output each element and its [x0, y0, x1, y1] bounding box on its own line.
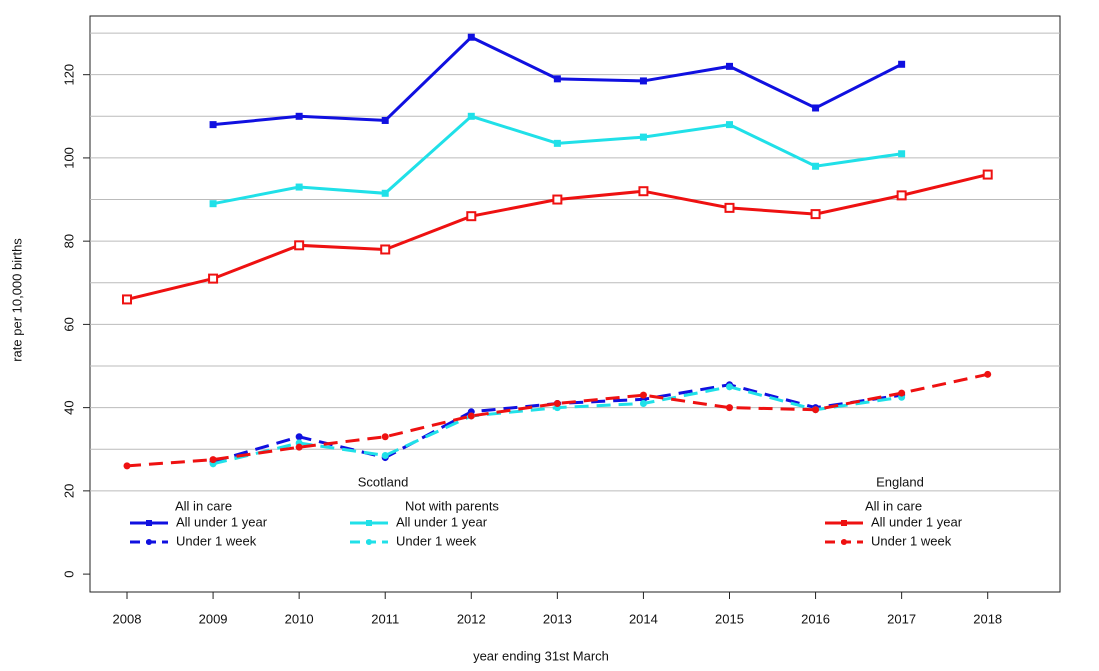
data-point — [812, 162, 820, 170]
y-tick-label: 80 — [61, 234, 76, 248]
data-point — [639, 399, 647, 407]
data-point — [810, 209, 821, 220]
data-point — [725, 404, 733, 412]
series-line — [126, 372, 989, 468]
x-tick-label: 2009 — [199, 611, 228, 626]
legend-marker — [146, 539, 152, 545]
legend-heading: Scotland — [358, 474, 409, 489]
legend-marker — [146, 520, 152, 526]
data-point — [639, 133, 647, 141]
data-point — [467, 412, 475, 420]
data-point — [725, 62, 733, 70]
legend-subheading: All in care — [865, 498, 922, 513]
data-point — [467, 33, 475, 41]
data-point — [982, 169, 993, 180]
legend-label: All under 1 year — [871, 514, 963, 529]
legend-subheading: Not with parents — [405, 498, 499, 513]
data-point — [381, 451, 389, 459]
y-tick-label: 40 — [61, 400, 76, 414]
data-point — [380, 244, 391, 255]
legend-label: All under 1 year — [396, 514, 488, 529]
legend-marker — [366, 539, 372, 545]
legend-label: Under 1 week — [396, 533, 477, 548]
legend-heading: England — [876, 474, 924, 489]
legend-marker — [841, 520, 847, 526]
y-axis-label: rate per 10,000 births — [9, 238, 24, 362]
x-tick-label: 2014 — [629, 611, 658, 626]
series-line — [126, 173, 989, 301]
data-point — [639, 77, 647, 85]
data-point — [467, 112, 475, 120]
data-point — [553, 399, 561, 407]
data-point — [466, 211, 477, 222]
data-point — [209, 121, 217, 129]
data-point — [381, 433, 389, 441]
data-point — [639, 391, 647, 399]
legend-label: Under 1 week — [176, 533, 257, 548]
data-point — [898, 60, 906, 68]
data-point — [295, 433, 303, 441]
data-point — [638, 186, 649, 197]
data-point — [898, 150, 906, 158]
x-tick-label: 2015 — [715, 611, 744, 626]
legend-marker — [366, 520, 372, 526]
x-tick-label: 2018 — [973, 611, 1002, 626]
y-tick-label: 100 — [61, 147, 76, 169]
data-point — [553, 75, 561, 83]
data-point — [208, 273, 219, 284]
x-tick-label: 2008 — [113, 611, 142, 626]
legend-label: All under 1 year — [176, 514, 268, 529]
data-point — [552, 194, 563, 205]
data-point — [724, 202, 735, 213]
y-tick-label: 60 — [61, 317, 76, 331]
data-point — [725, 121, 733, 129]
x-axis-label: year ending 31st March — [473, 648, 609, 663]
x-tick-label: 2016 — [801, 611, 830, 626]
data-point — [123, 462, 131, 470]
data-point — [381, 189, 389, 197]
data-point — [209, 200, 217, 208]
x-tick-label: 2012 — [457, 611, 486, 626]
y-tick-label: 20 — [61, 484, 76, 498]
data-point — [812, 104, 820, 112]
series-line — [212, 385, 902, 466]
data-point — [295, 112, 303, 120]
data-point — [295, 443, 303, 451]
data-point — [553, 139, 561, 147]
series-line — [212, 114, 902, 206]
legend-label: Under 1 week — [871, 533, 952, 548]
x-tick-label: 2013 — [543, 611, 572, 626]
x-tick-label: 2011 — [371, 611, 399, 626]
data-point — [984, 370, 992, 378]
legend-subheading: All in care — [175, 498, 232, 513]
legend-marker — [841, 539, 847, 545]
data-point — [295, 183, 303, 191]
data-point — [209, 456, 217, 464]
data-point — [122, 294, 133, 305]
data-point — [381, 116, 389, 124]
x-tick-label: 2017 — [887, 611, 916, 626]
data-point — [812, 406, 820, 414]
x-tick-label: 2010 — [285, 611, 314, 626]
y-tick-label: 120 — [61, 64, 76, 86]
data-point — [898, 389, 906, 397]
y-tick-label: 0 — [61, 570, 76, 577]
plot-frame — [89, 15, 1061, 593]
data-point — [294, 240, 305, 251]
data-point — [896, 190, 907, 201]
series-line — [212, 383, 902, 464]
data-point — [725, 383, 733, 391]
